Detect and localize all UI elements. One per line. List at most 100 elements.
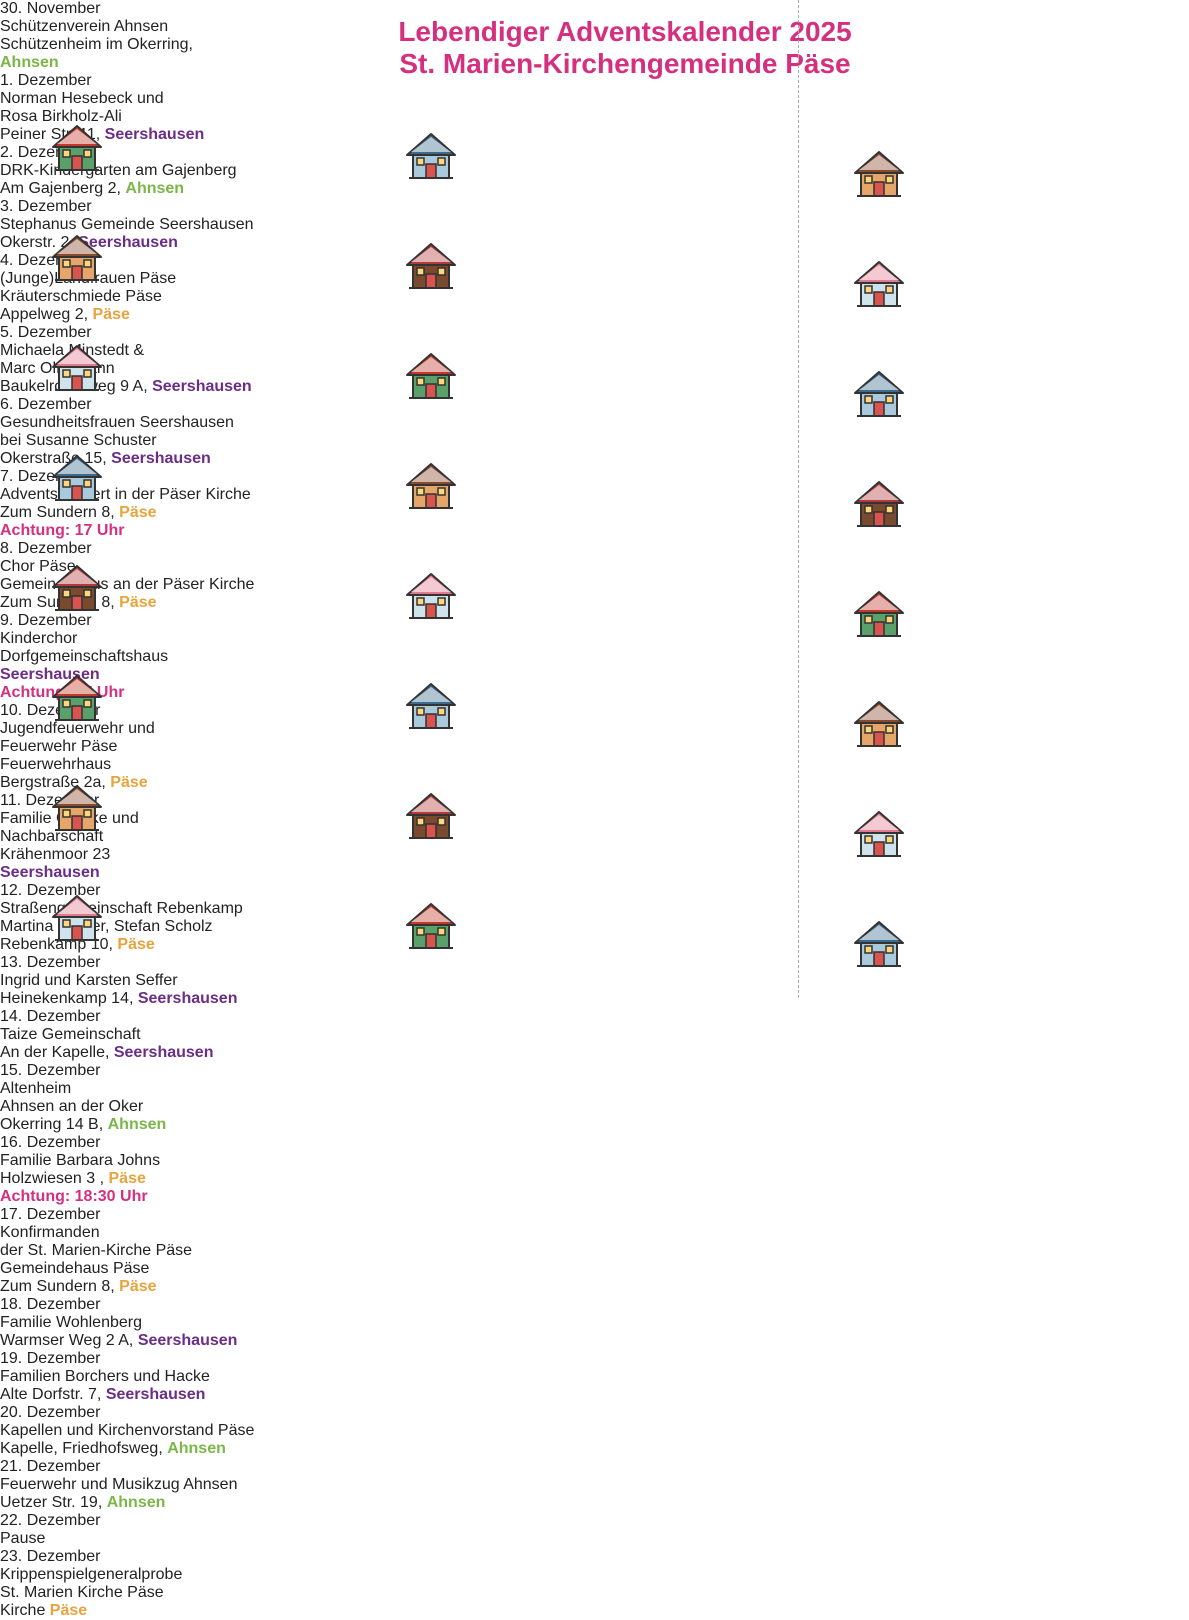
text-segment: Seershausen — [113, 1044, 214, 1061]
text-segment: Seershausen — [0, 864, 100, 881]
house-icon — [406, 463, 456, 509]
date: 11. Dezember — [0, 792, 100, 809]
text-segment: Ingrid und Karsten Seffer — [0, 972, 178, 989]
entry-line: Okerring 14 B, Ahnsen — [0, 1116, 1189, 1134]
date: 2. Dezember — [0, 144, 92, 161]
text-segment: Gemeindehaus Päse — [0, 1260, 150, 1277]
entry-line: Zum Sundern 8, Päse — [0, 594, 1189, 612]
entry-line: Seershausen — [0, 666, 1189, 684]
date: 19. Dezember — [0, 1350, 101, 1367]
text-segment: bei Susanne Schuster — [0, 432, 157, 449]
text-segment: Kirche — [0, 1602, 50, 1619]
entry-line: Pause — [0, 1530, 1189, 1548]
entry: 23. Dezember Krippenspielgeneralprobe St. … — [0, 1548, 1189, 1620]
entry: 12. Dezember Straßengemeinschaft Rebenkam… — [0, 882, 1189, 954]
house-icon — [854, 811, 904, 857]
entry-line: An der Kapelle, Seershausen — [0, 1044, 1189, 1062]
entry-line: Feuerwehr Päse — [0, 738, 1189, 756]
entry-line: Seershausen — [0, 864, 1189, 882]
text-segment: Familie Wohlenberg — [0, 1314, 142, 1331]
date: 8. Dezember — [0, 540, 92, 557]
entry-line: Michaela Minstedt & — [0, 342, 1189, 360]
text-segment: Päse — [108, 1170, 146, 1187]
text-segment: Achtung: 18:30 Uhr — [0, 1188, 148, 1205]
house-icon — [406, 793, 456, 839]
house-icon — [52, 675, 102, 721]
entry: 19. Dezember Familien Borchers und Hacke A… — [0, 1350, 1189, 1404]
house-icon — [52, 895, 102, 941]
date: 7. Dezember — [0, 468, 92, 485]
entry-line: Peiner Str. 11, Seershausen — [0, 126, 1189, 144]
text-segment: Rosa Birkholz-Ali — [0, 108, 122, 125]
date: 21. Dezember — [0, 1458, 101, 1475]
entry: 1. Dezember Norman Hesebeck und Rosa Birkh… — [0, 72, 1189, 144]
entry-line: (Junge)Landfrauen Päse — [0, 270, 1189, 288]
date: 3. Dezember — [0, 198, 92, 215]
date: 9. Dezember — [0, 612, 92, 629]
entry: 5. Dezember Michaela Minstedt & Marc Olfer… — [0, 324, 1189, 396]
entry-line: Krähenmoor 23 — [0, 846, 1189, 864]
text-segment: Zum Sundern 8, — [0, 1278, 120, 1295]
text-segment: Päse — [117, 936, 155, 953]
entry-line: Kapelle, Friedhofsweg, Ahnsen — [0, 1440, 1189, 1458]
entry-line: Krippenspielgeneralprobe — [0, 1566, 1189, 1584]
text-segment: Am Gajenberg 2, — [0, 180, 126, 197]
title-line: Lebendiger Adventskalender 2025 — [398, 16, 852, 47]
title: Lebendiger Adventskalender 2025 St. Marie… — [375, 16, 875, 80]
date: 17. Dezember — [0, 1206, 101, 1223]
entry-line: Rosa Birkholz-Ali — [0, 108, 1189, 126]
text-segment: Päse — [110, 774, 148, 791]
text-segment: Krippenspielgeneralprobe — [0, 1566, 183, 1583]
text-segment: Ahnsen — [167, 1440, 226, 1457]
entry: 17. Dezember Konfirmanden der St. Marien-K… — [0, 1206, 1189, 1296]
text-segment: Gesundheitsfrauen Seershausen — [0, 414, 234, 431]
entry-line: Adventskonzert in der Päser Kirche — [0, 486, 1189, 504]
date: 15. Dezember — [0, 1062, 101, 1079]
entry-line: Taize Gemeinschaft — [0, 1026, 1189, 1044]
entry-line: Warmser Weg 2 A, Seershausen — [0, 1332, 1189, 1350]
entry-line: Achtung: 17 Uhr — [0, 522, 1189, 540]
entry-line: Alte Dorfstr. 7, Seershausen — [0, 1386, 1189, 1404]
date: 30. November — [0, 0, 101, 17]
text-segment: Appelweg 2, — [0, 306, 93, 323]
entry-line: Kräuterschmiede Päse — [0, 288, 1189, 306]
entry-line: Gemeindehaus Päse — [0, 1260, 1189, 1278]
text-segment: Päse — [92, 306, 130, 323]
text-segment: Feuerwehr Päse — [0, 738, 118, 755]
text-segment: Kinderchor — [0, 630, 78, 647]
entry-line: Rebenkamp 10, Päse — [0, 936, 1189, 954]
entry-line: Achtung: 17 Uhr — [0, 684, 1189, 702]
house-icon — [854, 261, 904, 307]
entry-line: Ahnsen an der Oker — [0, 1098, 1189, 1116]
house-icon — [406, 903, 456, 949]
entry-line: Chor Päse — [0, 558, 1189, 576]
house-icon — [854, 151, 904, 197]
entry-line: Kirche Päse — [0, 1602, 1189, 1620]
entry-line: Kapellen und Kirchenvorstand Päse — [0, 1422, 1189, 1440]
entry-line: Ahnsen — [0, 54, 1189, 72]
date: 12. Dezember — [0, 882, 101, 899]
text-segment: Martina Bürger, Stefan Scholz — [0, 918, 213, 935]
entry: 15. Dezember Altenheim Ahnsen an der Oker O… — [0, 1062, 1189, 1134]
text-segment: Päse — [119, 1278, 157, 1295]
entry-line: Altenheim — [0, 1080, 1189, 1098]
entry-line: Familie Barbara Johns — [0, 1152, 1189, 1170]
text-segment: Jugendfeuerwehr und — [0, 720, 155, 737]
date: 23. Dezember — [0, 1548, 101, 1565]
entry-line: Gesundheitsfrauen Seershausen — [0, 414, 1189, 432]
date: 13. Dezember — [0, 954, 101, 971]
entry: 13. Dezember Ingrid und Karsten Seffer Hei… — [0, 954, 1189, 1008]
house-icon — [52, 785, 102, 831]
entry-line: St. Marien Kirche Päse — [0, 1584, 1189, 1602]
entry-line: Achtung: 18:30 Uhr — [0, 1188, 1189, 1206]
text-segment: Ahnsen — [0, 54, 59, 71]
date: 4. Dezember — [0, 252, 92, 269]
text-segment: Ahnsen an der Oker — [0, 1098, 144, 1115]
text-segment: Feuerwehrhaus — [0, 756, 112, 773]
text-segment: Gemeindehaus an der Päser Kirche — [0, 576, 255, 593]
entry: 9. Dezember Kinderchor Dorfgemeinschaftsha… — [0, 612, 1189, 702]
text-segment: Krähenmoor 23 — [0, 846, 111, 863]
text-segment: Ahnsen — [106, 1494, 166, 1511]
entry-line: Gemeindehaus an der Päser Kirche — [0, 576, 1189, 594]
